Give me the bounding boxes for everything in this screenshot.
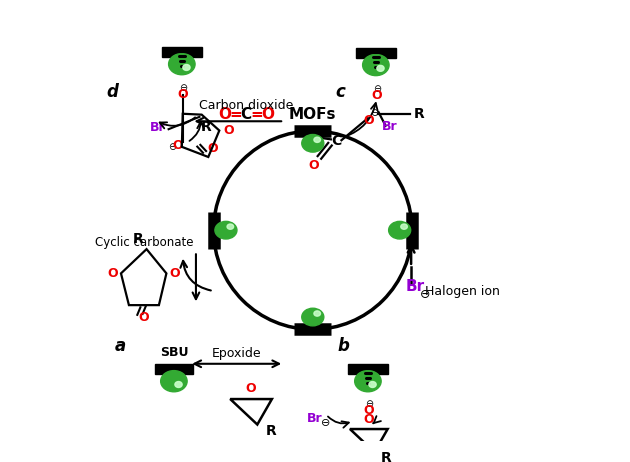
Text: Epoxide: Epoxide <box>212 347 261 360</box>
Ellipse shape <box>183 65 190 70</box>
Text: R: R <box>265 425 276 438</box>
Text: ⊖: ⊖ <box>168 142 176 152</box>
Text: O: O <box>172 140 183 152</box>
Text: C: C <box>331 134 341 148</box>
Text: ⊖: ⊖ <box>321 418 331 428</box>
Bar <box>356 48 396 58</box>
Text: =: = <box>250 107 263 122</box>
Text: a: a <box>115 337 126 355</box>
Text: Carbon dioxide: Carbon dioxide <box>199 99 294 112</box>
Text: O: O <box>261 107 274 122</box>
Text: SBU: SBU <box>159 346 188 359</box>
Ellipse shape <box>314 311 321 316</box>
Text: O: O <box>364 413 374 426</box>
Ellipse shape <box>314 137 321 142</box>
Text: O: O <box>178 88 188 101</box>
Text: O: O <box>372 89 382 102</box>
Ellipse shape <box>302 308 324 326</box>
Ellipse shape <box>161 371 187 392</box>
Text: ⊖: ⊖ <box>373 84 381 94</box>
Text: C: C <box>241 107 252 122</box>
Bar <box>162 47 202 57</box>
Ellipse shape <box>175 382 182 388</box>
Ellipse shape <box>302 134 324 152</box>
Ellipse shape <box>215 221 237 239</box>
Ellipse shape <box>363 55 389 76</box>
Text: R: R <box>381 451 392 462</box>
Ellipse shape <box>389 221 411 239</box>
Text: O: O <box>139 311 149 324</box>
Text: ⊖: ⊖ <box>370 108 378 118</box>
Text: MOFs: MOFs <box>289 107 336 122</box>
Text: d: d <box>106 83 118 101</box>
Text: O: O <box>224 124 234 137</box>
Text: R: R <box>201 120 212 134</box>
Text: c: c <box>336 83 345 101</box>
Text: O: O <box>169 267 180 280</box>
Text: ⊖: ⊖ <box>179 83 186 93</box>
Text: Br: Br <box>405 279 425 294</box>
Text: ⊖: ⊖ <box>420 288 430 301</box>
Ellipse shape <box>401 224 408 229</box>
Ellipse shape <box>377 65 384 71</box>
Text: Cyclic carbonate: Cyclic carbonate <box>95 236 194 249</box>
Text: Br: Br <box>382 121 398 134</box>
Text: O: O <box>108 267 118 280</box>
Text: b: b <box>338 337 350 355</box>
Text: O: O <box>246 383 256 395</box>
Bar <box>155 364 193 374</box>
Text: O: O <box>364 404 374 418</box>
Text: =: = <box>230 107 243 122</box>
Text: Br: Br <box>307 412 323 425</box>
Text: O: O <box>219 107 232 122</box>
Bar <box>348 364 387 374</box>
Text: Br: Br <box>150 122 166 134</box>
Text: O: O <box>309 159 319 172</box>
Text: O: O <box>207 142 218 155</box>
Text: Halogen ion: Halogen ion <box>425 285 500 298</box>
Text: ⊖: ⊖ <box>365 399 373 409</box>
Ellipse shape <box>169 54 195 75</box>
Text: O: O <box>304 129 315 142</box>
Text: O: O <box>364 114 374 128</box>
Text: R: R <box>132 232 143 246</box>
Text: R: R <box>414 107 425 121</box>
Ellipse shape <box>369 382 376 388</box>
Ellipse shape <box>227 224 234 229</box>
Ellipse shape <box>355 371 381 392</box>
